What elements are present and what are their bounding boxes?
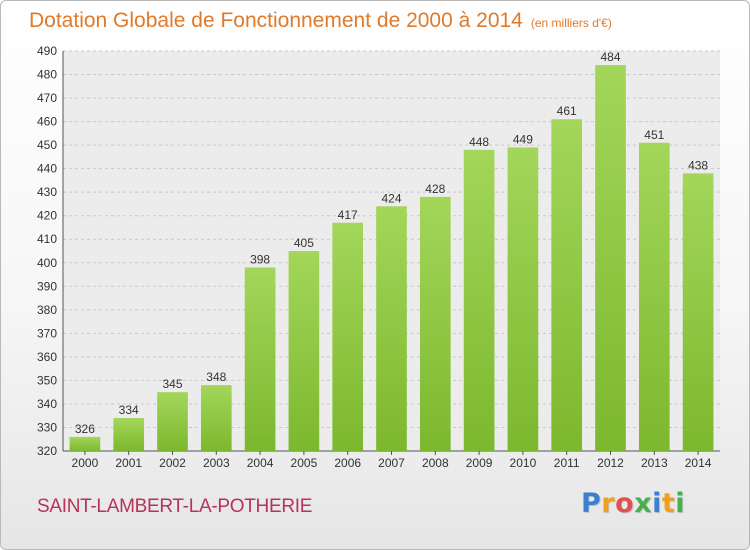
bar [595,65,626,451]
bar [463,149,495,451]
y-tick-label: 410 [37,232,57,246]
bar [69,436,101,451]
chart-title: Dotation Globale de Fonctionnement de 20… [29,9,612,33]
data-label: 451 [644,128,664,142]
bar [200,385,232,451]
data-label: 398 [250,252,270,266]
bar [244,267,276,451]
x-tick-label: 2010 [510,456,537,470]
y-tick-label: 390 [37,279,57,293]
y-tick-label: 470 [37,91,57,105]
y-tick-label: 450 [37,138,57,152]
y-tick-label: 440 [37,162,57,176]
x-tick-label: 2001 [115,456,142,470]
city-name: SAINT-LAMBERT-LA-POTHERIE [37,496,313,517]
y-tick-label: 430 [37,185,57,199]
y-tick-label: 370 [37,326,57,340]
bar [376,206,407,451]
y-tick-label: 460 [37,115,57,129]
y-tick-label: 400 [37,256,57,270]
data-label: 417 [338,208,358,222]
bar [113,418,145,451]
data-label: 448 [469,135,489,149]
x-tick-label: 2013 [641,456,668,470]
x-tick-label: 2011 [554,456,580,470]
bar [332,222,364,451]
x-tick-label: 2004 [247,456,274,470]
y-tick-label: 480 [37,68,57,82]
data-label: 428 [425,182,445,196]
bar [288,251,320,451]
data-label: 449 [513,132,533,146]
x-tick-label: 2005 [291,456,318,470]
logo-letter: P [581,488,602,519]
y-tick-label: 340 [37,397,57,411]
bar [419,196,451,451]
data-label: 334 [119,403,139,417]
data-label: 345 [162,377,182,391]
logo-letter: i [652,488,662,519]
chart-subtitle: (en milliers d'€) [530,16,612,30]
data-label: 348 [206,370,226,384]
chart-title-text: Dotation Globale de Fonctionnement de 20… [29,9,523,32]
x-tick-label: 2003 [203,456,230,470]
y-tick-label: 330 [37,420,57,434]
logo-letter: o [615,488,635,519]
y-tick-label: 490 [37,44,57,58]
x-tick-label: 2002 [159,456,186,470]
data-label: 405 [294,236,314,250]
y-tick-label: 420 [37,209,57,223]
x-tick-label: 2006 [334,456,361,470]
x-tick-label: 2008 [422,456,449,470]
y-tick-label: 320 [37,444,57,458]
data-label: 326 [75,422,95,436]
logo-letter: t [661,488,676,519]
bar [638,142,670,451]
logo-letter: x [634,488,653,519]
y-tick-label: 350 [37,373,57,387]
data-label: 484 [600,50,620,64]
x-tick-label: 2014 [685,456,712,470]
data-label: 424 [381,191,401,205]
y-tick-label: 380 [37,303,57,317]
bar [551,119,583,451]
data-label: 461 [557,104,577,118]
data-label: 438 [688,158,708,172]
proxiti-logo[interactable]: Proxiti [581,488,685,519]
bar [682,173,714,451]
y-tick-label: 360 [37,350,57,364]
x-tick-label: 2009 [466,456,493,470]
x-tick-label: 2007 [378,456,405,470]
bar [507,147,539,451]
logo-letter: r [601,488,616,519]
x-tick-label: 2000 [72,456,99,470]
x-tick-label: 2012 [597,456,624,470]
logo-letter: i [675,488,686,519]
bar [157,392,188,451]
